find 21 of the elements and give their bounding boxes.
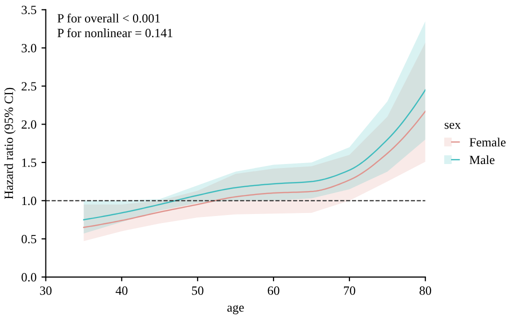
- x-tick-label: 50: [192, 286, 204, 295]
- x-axis-title: age: [227, 305, 244, 314]
- y-tick-label: 0.0: [22, 273, 36, 282]
- x-tick-label: 70: [344, 286, 356, 295]
- y-tick-label: 0.5: [22, 234, 36, 244]
- y-tick-label: 1.0: [22, 196, 36, 206]
- y-tick-label: 3.5: [22, 6, 36, 14]
- x-tick-label: 80: [420, 286, 432, 295]
- y-tick-label: 2.5: [22, 82, 36, 91]
- annotation: P for overall < 0.001: [58, 14, 160, 23]
- y-tick-label: 3.0: [22, 44, 36, 52]
- legend-label: Male: [470, 155, 494, 164]
- x-tick-label: 30: [40, 286, 52, 295]
- annotation: P for nonlinear = 0.141: [58, 28, 172, 38]
- x-tick-label: 40: [116, 286, 128, 295]
- y-tick-label: 2.0: [22, 120, 36, 129]
- legend-label: Female: [470, 138, 506, 146]
- y-axis-title: Hazard ratio (95% CI): [4, 88, 16, 200]
- legend-title: sex: [444, 122, 461, 129]
- y-tick-label: 1.5: [22, 158, 36, 167]
- x-tick-label: 60: [268, 286, 280, 295]
